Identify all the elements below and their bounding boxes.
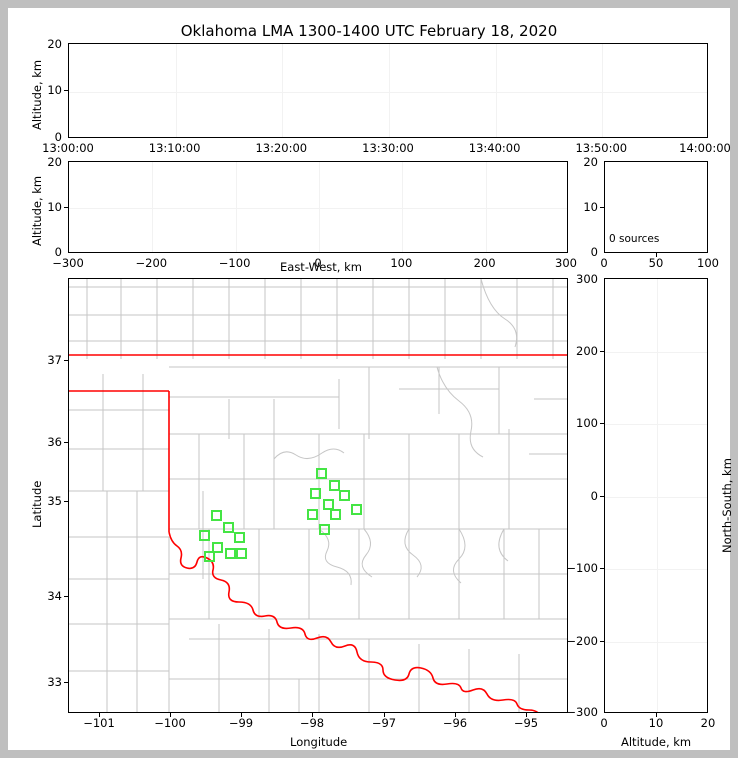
hist-xtick-0: 0 [600, 256, 608, 270]
ns-xtick-10: 10 [648, 716, 664, 730]
ew-panel-xtick-0: −300 [52, 256, 84, 270]
map-graphics [69, 279, 567, 712]
oklahoma-state-border [69, 354, 567, 712]
county-boundaries [69, 279, 567, 712]
ns-panel-xlabel: Altitude, km [621, 735, 692, 749]
ns-ytick-neg200: −200 [566, 633, 598, 648]
map-xtick-4: −97 [371, 716, 397, 730]
time-panel-ytick-10: 10 [47, 83, 62, 97]
map-xtick-3: −98 [299, 716, 325, 730]
time-panel-xtick-6: 14:00:00 [679, 141, 731, 155]
time-panel-ytick-20: 20 [47, 37, 62, 51]
north-south-height-panel [604, 278, 708, 713]
map-xtick-2: −99 [228, 716, 254, 730]
ns-ytick-neg300: −300 [566, 705, 598, 719]
ew-panel-xtick-4: 100 [390, 256, 413, 270]
lma-station-markers [199, 468, 362, 562]
ns-ytick-300: 300 [576, 272, 598, 286]
ew-panel-xlabel: East-West, km [280, 260, 362, 274]
time-panel-xtick-0: 13:00:00 [42, 141, 94, 155]
ns-ytick-200: 200 [576, 343, 598, 358]
time-panel-xtick-3: 13:30:00 [362, 141, 414, 155]
hist-xtick-50: 50 [648, 256, 664, 270]
ns-ytick-100: 100 [576, 416, 598, 430]
map-ytick-33: 33 [47, 675, 62, 689]
ew-panel-ytick-0: 0 [54, 245, 62, 259]
time-panel-xtick-1: 13:10:00 [148, 141, 201, 155]
time-panel-xtick-4: 13:40:00 [468, 141, 521, 155]
map-xtick-1: −100 [154, 716, 186, 730]
source-histogram-panel: 0 sources [604, 161, 708, 253]
plan-view-map-panel[interactable] [68, 278, 568, 713]
figure-title: Oklahoma LMA 1300-1400 UTC February 18, … [180, 22, 558, 40]
ns-xtick-20: 20 [700, 716, 716, 730]
ns-ytick-neg100: −100 [566, 561, 598, 575]
figure-canvas: Oklahoma LMA 1300-1400 UTC February 18, … [8, 8, 734, 750]
ew-panel-xtick-5: 200 [473, 256, 496, 270]
map-xtick-0: −101 [83, 716, 115, 730]
hist-ytick-20: 20 [583, 155, 598, 169]
hist-xtick-100: 100 [697, 256, 719, 270]
map-ytick-36: 36 [47, 435, 62, 449]
ew-panel-xtick-1: −200 [135, 256, 168, 270]
time-panel-xtick-2: 13:20:00 [255, 141, 308, 155]
ns-ytick-0: 0 [590, 488, 598, 503]
ew-panel-xtick-2: −100 [218, 256, 251, 270]
map-xtick-5: −96 [442, 716, 468, 730]
hist-ytick-10: 10 [583, 200, 598, 214]
ew-panel-xtick-6: 300 [555, 256, 577, 270]
ns-panel-ylabel: North-South, km [720, 458, 734, 553]
hist-ytick-0: 0 [590, 245, 598, 259]
map-xlabel: Longitude [290, 735, 348, 749]
map-ytick-37: 37 [47, 353, 62, 367]
ew-panel-ylabel: Altitude, km [30, 175, 44, 246]
ew-panel-ytick-20: 20 [47, 155, 62, 169]
source-count-annotation: 0 sources [609, 233, 660, 245]
time-height-panel [68, 43, 708, 138]
map-xtick-6: −95 [513, 716, 539, 730]
map-ytick-34: 34 [47, 589, 62, 603]
time-panel-ytick-0: 0 [54, 130, 62, 144]
time-panel-ylabel: Altitude, km [30, 59, 44, 130]
map-ylabel: Latitude [30, 480, 44, 528]
east-west-height-panel [68, 161, 568, 253]
ns-xtick-0: 0 [600, 716, 608, 730]
map-ytick-35: 35 [47, 494, 62, 508]
ew-panel-ytick-10: 10 [47, 200, 62, 214]
ew-panel-xtick-3: 0 [314, 256, 322, 270]
time-panel-xtick-5: 13:50:00 [575, 141, 628, 155]
